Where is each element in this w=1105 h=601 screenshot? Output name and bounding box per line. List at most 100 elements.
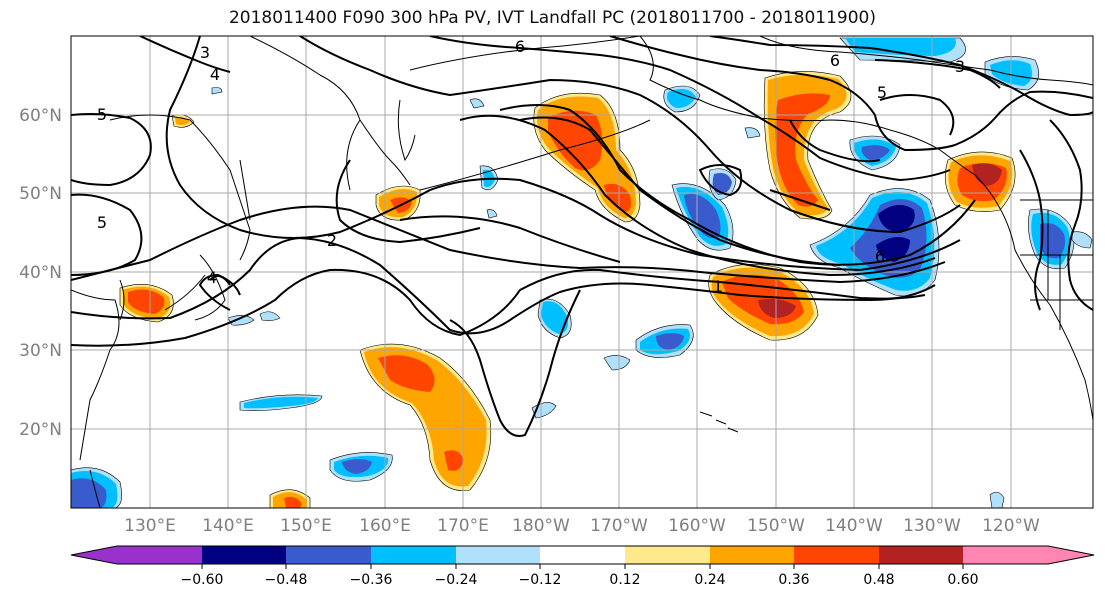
contour-label: 6: [875, 247, 885, 266]
neg-anomaly-region: [656, 333, 684, 350]
pv-contour: [71, 268, 926, 347]
neg-anomaly-region: [712, 173, 732, 195]
colorbar-cell: [456, 546, 540, 564]
colorbar-tick-label: 0.24: [694, 572, 725, 588]
contour-label: 4: [210, 65, 220, 84]
philippines: [89, 469, 101, 508]
japan: [164, 254, 226, 321]
colorbar-cell: [286, 546, 371, 564]
neg-anomaly-region: [878, 204, 915, 232]
pv-contour: [698, 164, 743, 197]
pos-anomaly-region: [378, 355, 435, 392]
colorbar-cells: [71, 546, 1094, 564]
lon-label: 160°E: [359, 516, 411, 536]
pv-contour: [879, 94, 955, 136]
colorbar-tick-label: 0.12: [609, 572, 640, 588]
contour-label: 5: [97, 213, 107, 232]
lon-label: 160°W: [668, 516, 726, 536]
kamchatka: [397, 99, 416, 162]
colorbar-tick-label: −0.48: [265, 572, 308, 588]
lon-label: 170°E: [437, 516, 489, 536]
neg-anomaly-region: [744, 127, 761, 139]
pv-contour: [1049, 119, 1093, 311]
contour-label: 5: [877, 83, 887, 102]
colorbar-cell: [540, 546, 625, 564]
colorbar-tick-label: 0.48: [863, 572, 894, 588]
contour-label: 5: [97, 105, 107, 124]
lon-label: 130°E: [124, 516, 176, 536]
neg-anomaly-region: [845, 38, 956, 56]
colorbar-extend-low: [71, 546, 117, 564]
aleutians: [419, 119, 651, 191]
sakhalin: [239, 159, 251, 221]
colorbar-tick-label: −0.24: [435, 572, 478, 588]
colorbar-cell: [963, 546, 1048, 564]
colorbar-cell: [202, 546, 286, 564]
alaska-coast: [639, 36, 999, 206]
pv-contour: [209, 275, 231, 286]
neg-anomaly-region: [244, 396, 318, 409]
colorbar-tick-label: 0.60: [947, 572, 978, 588]
pv-contour: [71, 236, 936, 335]
pv-contour: [874, 59, 1001, 89]
pv-contour: [198, 273, 241, 311]
colorbar-cell: [117, 546, 202, 564]
lon-label: 120°W: [982, 516, 1040, 536]
colorbar-tick-label: −0.60: [181, 572, 224, 588]
pv-contour: [769, 189, 831, 211]
pv-contour: [459, 114, 936, 277]
lon-label: 140°E: [202, 516, 254, 536]
neg-anomaly-region: [469, 98, 485, 109]
colorbar-tick-label: −0.12: [519, 572, 562, 588]
contour-label: 6: [830, 51, 840, 70]
colorbar-cell: [710, 546, 794, 564]
pv-contour: [499, 104, 976, 266]
lat-label: 40°N: [19, 263, 62, 283]
pv-contour: [71, 193, 143, 276]
colorbar: −0.60 −0.48 −0.36 −0.24 −0.12 0.12 0.24 …: [70, 545, 1095, 588]
contour-label: 1: [713, 277, 723, 296]
contour-label: 6: [515, 37, 525, 56]
neg-anomaly-region: [1071, 231, 1093, 249]
lon-label: 130°W: [903, 516, 961, 536]
colorbar-outline: [70, 545, 1095, 565]
neg-anomaly-region: [667, 88, 696, 108]
colorbar-cell: [879, 546, 963, 564]
neg-anomaly-region: [211, 87, 223, 95]
pos-anomaly-region: [128, 289, 165, 314]
china-coast: [71, 289, 120, 461]
neg-anomaly-region: [486, 209, 498, 219]
contour-label: 2: [327, 231, 337, 250]
lat-label: 60°N: [19, 106, 62, 126]
pv-contour: [519, 116, 841, 266]
colorbar-tick-labels: −0.60 −0.48 −0.36 −0.24 −0.12 0.12 0.24 …: [181, 572, 979, 588]
pv-contour: [71, 205, 946, 284]
graticule: [71, 36, 1093, 508]
pv-contour: [609, 36, 1093, 152]
neg-anomaly-region: [989, 491, 1005, 508]
lon-label: 170°W: [590, 516, 648, 536]
contour-label: 3: [955, 57, 965, 76]
lat-label: 20°N: [19, 420, 62, 440]
alaska-north: [759, 36, 1093, 86]
ivt-shading: [71, 37, 1093, 508]
neg-anomaly-region: [684, 194, 721, 239]
lon-label: 140°W: [825, 516, 883, 536]
colorbar-tick-label: −0.36: [350, 572, 393, 588]
pv-contour: [299, 36, 961, 234]
pv-contour: [449, 289, 581, 437]
hawaii: [699, 411, 739, 433]
colorbar-cell: [625, 546, 710, 564]
pv-contour: [335, 159, 481, 244]
us-states: [1020, 210, 1093, 330]
pv-contour: [429, 36, 951, 182]
colorbar-cell: [371, 546, 456, 564]
lat-label: 50°N: [19, 184, 62, 204]
neg-anomaly-region: [876, 236, 910, 262]
pv-contour: [139, 36, 231, 73]
pos-anomaly-region: [775, 93, 830, 207]
coastlines: [71, 36, 1093, 508]
lon-label: 150°W: [747, 516, 805, 536]
pos-anomaly-region: [444, 450, 464, 471]
